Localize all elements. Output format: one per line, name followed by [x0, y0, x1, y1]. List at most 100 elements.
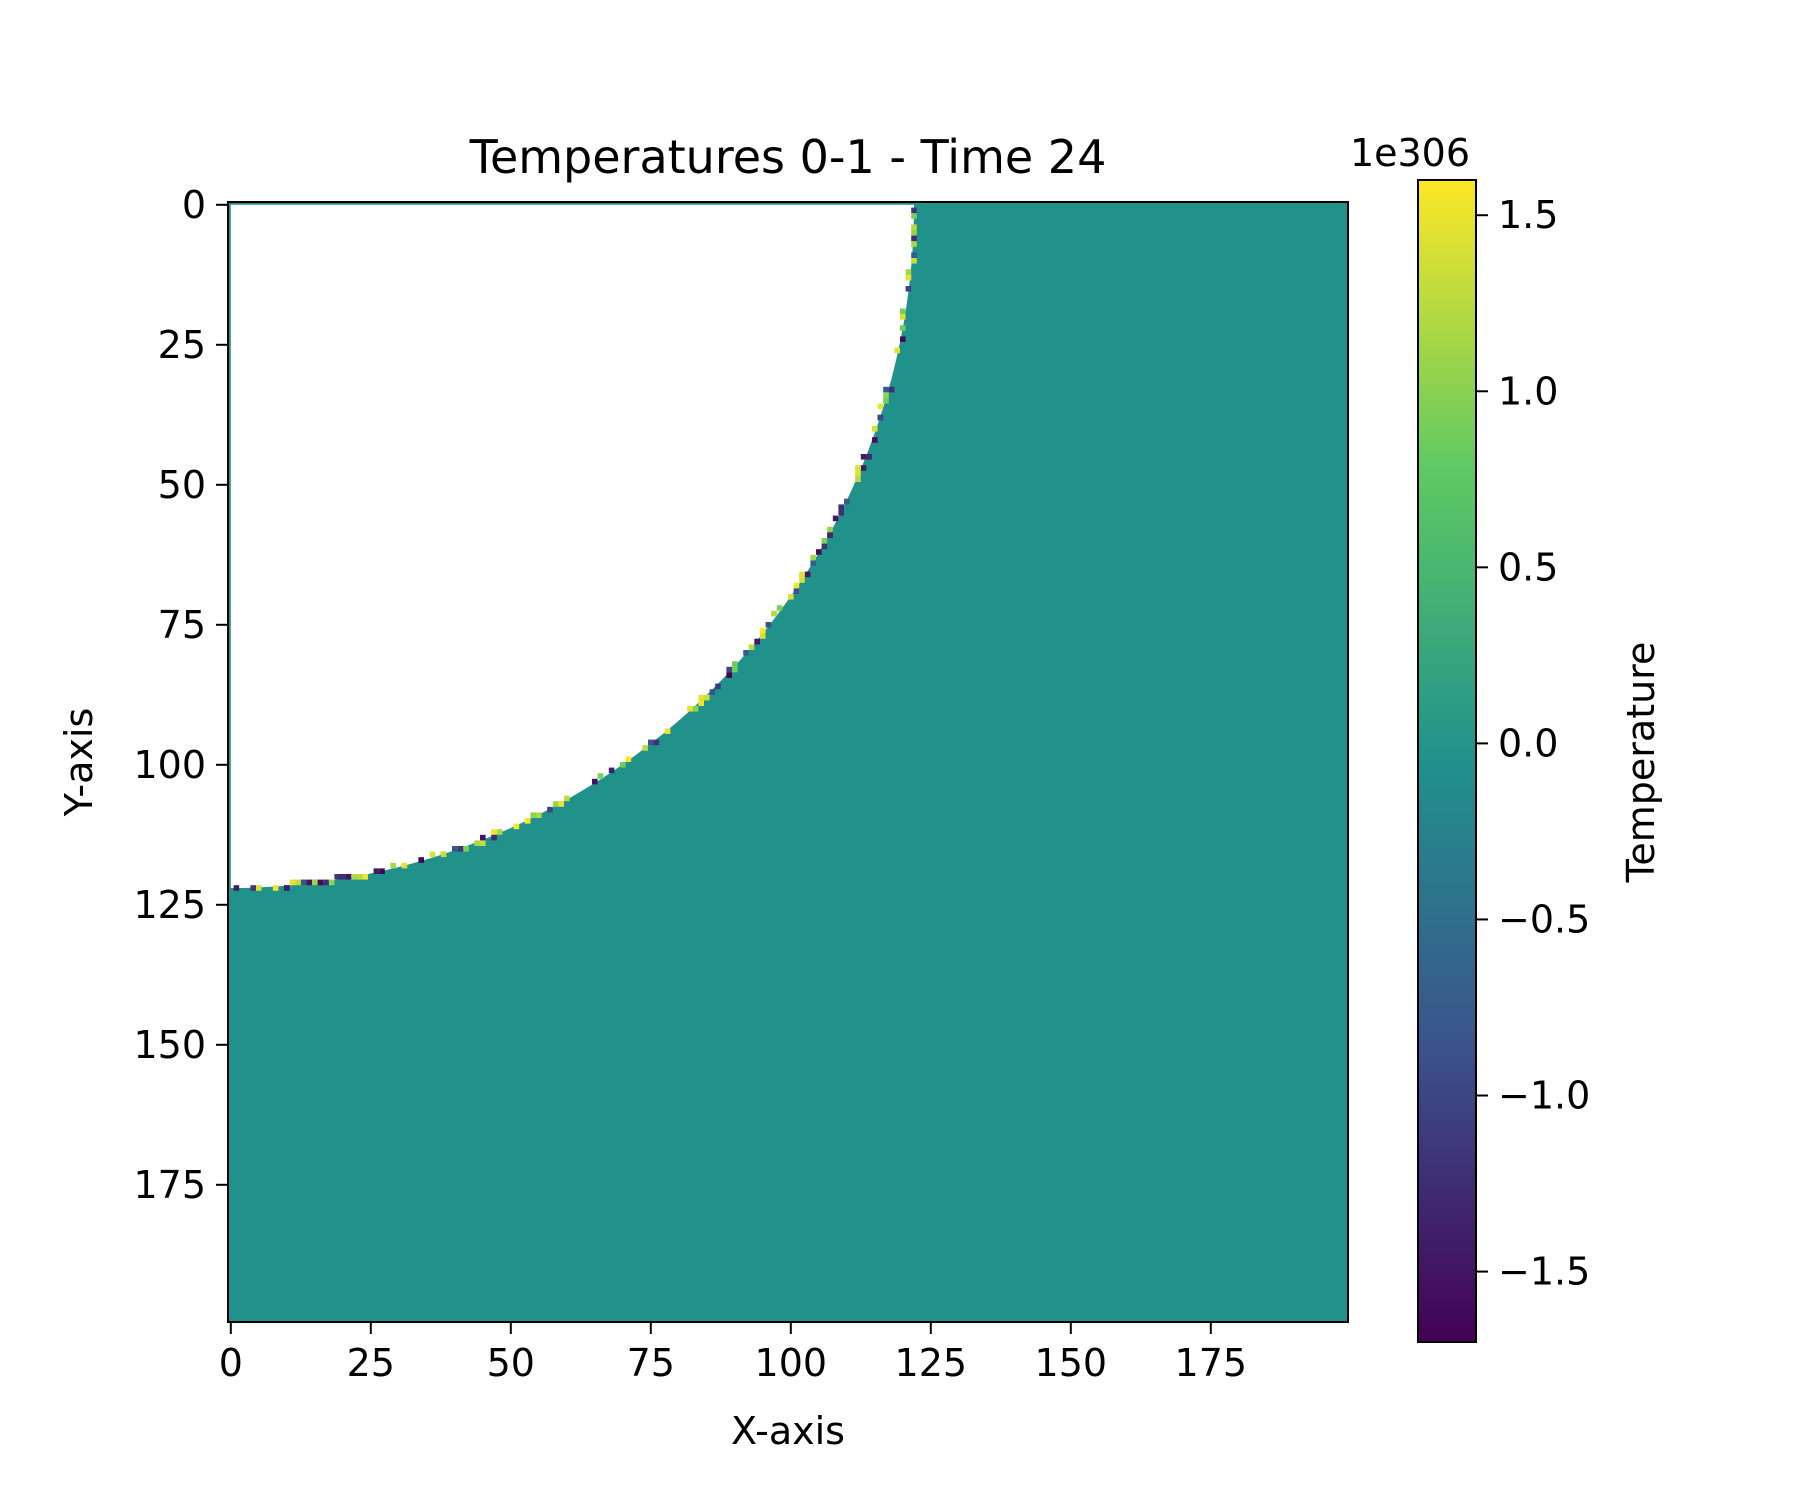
y-tick-label: 25	[158, 323, 206, 367]
boundary-cell	[317, 879, 324, 886]
boundary-cell	[844, 498, 850, 505]
boundary-cell	[496, 829, 503, 835]
boundary-cell	[379, 868, 385, 874]
y-tick-label: 175	[133, 1163, 206, 1207]
boundary-cell	[597, 773, 604, 779]
boundary-cell	[440, 851, 447, 858]
boundary-cell	[480, 834, 486, 841]
boundary-cell	[827, 526, 833, 533]
boundary-cell	[452, 846, 458, 852]
boundary-cell	[457, 846, 464, 852]
boundary-cell	[900, 314, 906, 320]
boundary-cell	[793, 588, 800, 594]
boundary-cell	[429, 851, 436, 858]
boundary-cell	[564, 795, 570, 802]
boundary-cell	[552, 801, 559, 807]
y-tick-label: 0	[182, 183, 206, 227]
boundary-cell	[491, 829, 497, 835]
boundary-cell	[855, 470, 861, 477]
colorbar-tick-label: 0.5	[1498, 545, 1558, 589]
boundary-cell	[480, 840, 486, 846]
boundary-cell	[872, 437, 878, 443]
boundary-cell	[300, 879, 307, 886]
x-tick-label: 25	[347, 1341, 395, 1385]
boundary-cell	[860, 465, 867, 471]
boundary-cell	[765, 622, 772, 628]
boundary-cell	[698, 694, 704, 701]
boundary-cell	[362, 874, 368, 880]
boundary-cell	[855, 476, 861, 482]
boundary-cell	[272, 885, 279, 891]
boundary-cell	[911, 224, 917, 230]
boundary-cell	[401, 862, 408, 869]
boundary-cell	[810, 560, 816, 566]
boundary-cell	[883, 386, 889, 393]
boundary-cell	[799, 577, 805, 583]
boundary-cell	[250, 885, 256, 891]
boundary-cell	[905, 286, 912, 292]
colorbar-tick-label: −1.0	[1498, 1074, 1590, 1118]
boundary-cell	[345, 874, 352, 880]
boundary-cell	[351, 874, 357, 880]
x-tick-label: 50	[487, 1341, 535, 1385]
x-tick-label: 150	[1035, 1341, 1108, 1385]
boundary-cell	[715, 683, 721, 690]
boundary-cell	[692, 706, 699, 712]
boundary-cell	[900, 308, 906, 314]
boundary-cell	[894, 347, 900, 354]
boundary-cell	[642, 745, 648, 751]
missing-data-shape	[230, 204, 915, 889]
boundary-cell	[687, 706, 693, 712]
x-tick-label: 175	[1175, 1341, 1248, 1385]
boundary-cell	[709, 689, 716, 695]
boundary-cell	[905, 269, 912, 275]
boundary-cell	[536, 812, 542, 818]
colorbar-ticks: 1.5 1.0 0.5 0.0 −0.5 −1.0 −1.5	[1476, 193, 1590, 1294]
boundary-cell	[284, 885, 290, 891]
boundary-cell	[905, 274, 912, 281]
boundary-cell	[233, 885, 240, 891]
boundary-cell	[323, 879, 329, 886]
boundary-cell	[698, 700, 704, 706]
boundary-cell	[312, 879, 318, 886]
boundary-cell	[788, 594, 794, 600]
x-tick-label: 75	[627, 1341, 675, 1385]
colorbar-tick-label: −1.5	[1498, 1250, 1590, 1294]
boundary-cell	[558, 801, 564, 807]
boundary-cell	[911, 252, 917, 258]
boundary-cell	[832, 515, 839, 522]
boundary-cell	[771, 610, 777, 617]
boundary-cell	[877, 414, 884, 421]
boundary-cell	[340, 874, 346, 880]
boundary-cell	[474, 840, 480, 846]
boundary-cell	[620, 762, 626, 768]
boundary-cell	[664, 728, 671, 734]
boundary-cell	[821, 543, 828, 550]
boundary-cell	[334, 874, 340, 880]
boundary-cell	[760, 633, 766, 639]
boundary-cell	[760, 627, 766, 634]
y-tick-label: 150	[133, 1023, 206, 1067]
boundary-cell	[855, 465, 861, 471]
boundary-cell	[866, 454, 872, 460]
boundary-cell	[911, 241, 917, 247]
boundary-cell	[754, 638, 760, 645]
colorbar-label: Temperature	[1619, 642, 1663, 884]
boundary-cell	[793, 582, 800, 589]
boundary-cell	[648, 739, 654, 746]
boundary-cell	[911, 213, 917, 219]
y-tick-label: 100	[133, 743, 206, 787]
boundary-cell	[726, 666, 732, 673]
boundary-cell	[810, 554, 816, 561]
chart-title: Temperatures 0-1 - Time 24	[469, 130, 1107, 184]
boundary-cell	[306, 879, 312, 886]
boundary-cell	[776, 605, 783, 611]
boundary-cell	[704, 694, 710, 701]
boundary-cell	[827, 532, 833, 538]
colorbar-tick-label: 0.0	[1498, 721, 1558, 765]
plot-frame	[227, 201, 1349, 1323]
heatmap-area	[228, 202, 1348, 1322]
boundary-cell	[900, 336, 906, 342]
boundary-cell	[888, 386, 895, 393]
